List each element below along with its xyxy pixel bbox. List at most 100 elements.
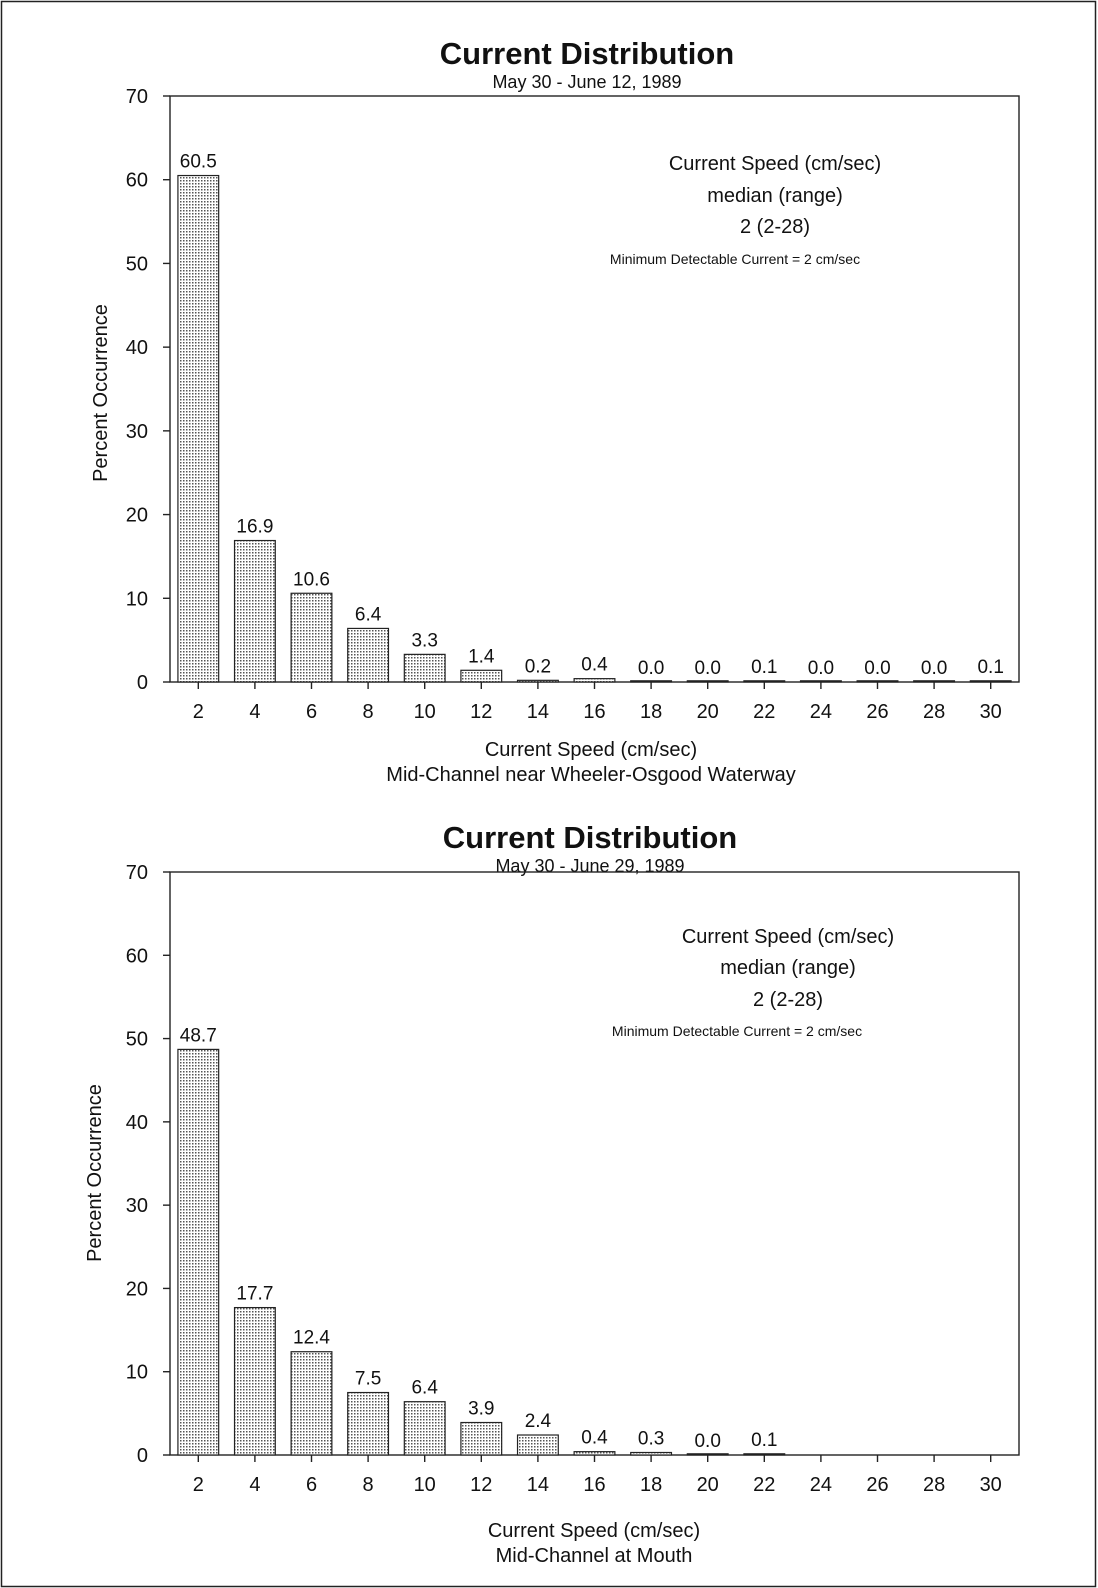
y-tick-label: 60 (126, 945, 148, 967)
x-tick-label: 6 (306, 701, 317, 723)
y-tick-label: 40 (126, 337, 148, 359)
data-label: 16.9 (236, 517, 273, 538)
data-label: 0.1 (751, 1430, 777, 1451)
x-tick-label: 18 (640, 1474, 662, 1496)
chart-top: Current Distribution May 30 - June 12, 1… (90, 36, 1020, 786)
bar (347, 1391, 390, 1456)
x-tick-label: 22 (753, 1474, 775, 1496)
data-label: 2.4 (525, 1411, 552, 1432)
chart-bottom: Current Distribution May 30 - June 29, 1… (84, 820, 1020, 1567)
x-tick-label: 30 (980, 1474, 1002, 1496)
annotation-line-3: 2 (2-28) (740, 216, 810, 238)
y-tick-label: 70 (126, 862, 148, 884)
y-tick-label: 0 (137, 1445, 148, 1467)
y-tick-label: 60 (126, 170, 148, 192)
bar (233, 1306, 276, 1456)
y-tick-label: 50 (126, 1029, 148, 1051)
data-label: 10.6 (293, 569, 330, 590)
bar (403, 1401, 446, 1456)
x-tick-label: 14 (527, 1474, 549, 1496)
y-tick-label: 50 (126, 253, 148, 275)
chart-subtitle: May 30 - June 12, 1989 (492, 72, 681, 92)
data-label: 48.7 (180, 1025, 217, 1046)
x-tick-label: 10 (414, 701, 436, 723)
x-tick-label: 10 (414, 1474, 436, 1496)
data-label: 7.5 (355, 1369, 381, 1390)
bar (403, 653, 446, 683)
y-tick-label: 30 (126, 421, 148, 443)
data-label: 0.3 (638, 1429, 664, 1450)
bar (913, 680, 956, 683)
bar (177, 1048, 220, 1456)
bar (573, 678, 616, 683)
x-tick-label: 20 (697, 701, 719, 723)
bar (573, 1451, 616, 1456)
bar (856, 680, 899, 683)
x-tick-label: 30 (980, 701, 1002, 723)
y-tick-label: 70 (126, 86, 148, 108)
annotation-line-1: Current Speed (cm/sec) (669, 153, 881, 175)
x-tick-label: 16 (583, 1474, 605, 1496)
y-tick-label: 20 (126, 1278, 148, 1300)
x-tick-label: 12 (470, 1474, 492, 1496)
annotation-line-4: Minimum Detectable Current = 2 cm/sec (612, 1023, 862, 1039)
bar (516, 679, 559, 683)
data-label: 0.0 (808, 658, 834, 679)
y-tick-label: 20 (126, 505, 148, 527)
x-tick-label: 12 (470, 701, 492, 723)
x-tick-label: 4 (249, 1474, 260, 1496)
bar (347, 627, 390, 683)
data-label: 0.4 (581, 655, 608, 676)
x-tick-label: 24 (810, 701, 832, 723)
annotation-line-4: Minimum Detectable Current = 2 cm/sec (610, 251, 860, 267)
y-tick-label: 10 (126, 1362, 148, 1384)
bar (460, 1421, 503, 1456)
chart-subtitle: May 30 - June 29, 1989 (495, 856, 684, 876)
y-axis-label: Percent Occurrence (84, 1084, 106, 1262)
data-label: 17.7 (236, 1284, 273, 1305)
bar (630, 1451, 673, 1456)
bar (799, 680, 842, 683)
data-label: 12.4 (293, 1328, 330, 1349)
bar (686, 1453, 729, 1456)
annotation-line-3: 2 (2-28) (753, 989, 823, 1011)
annotation-line-2: median (range) (720, 957, 856, 979)
annotation-box: Current Speed (cm/sec) median (range) 2 … (610, 153, 881, 267)
annotation-line-1: Current Speed (cm/sec) (682, 926, 894, 948)
data-label: 3.3 (411, 630, 437, 651)
bar (516, 1434, 559, 1456)
data-label: 0.2 (525, 656, 551, 677)
bar (177, 174, 220, 683)
chart-title: Current Distribution (443, 820, 738, 855)
data-label: 0.0 (694, 658, 720, 679)
x-tick-label: 16 (583, 701, 605, 723)
bar (743, 1453, 786, 1456)
data-label: 0.1 (977, 657, 1003, 678)
data-label: 0.0 (921, 658, 947, 679)
annotation-box: Current Speed (cm/sec) median (range) 2 … (612, 926, 894, 1039)
x-tick-label: 4 (249, 701, 260, 723)
data-label: 1.4 (468, 646, 495, 667)
bar (233, 539, 276, 683)
y-tick-label: 10 (126, 588, 148, 610)
chart-title: Current Distribution (440, 36, 735, 71)
x-tick-label: 28 (923, 1474, 945, 1496)
data-label: 0.1 (751, 657, 777, 678)
chart-caption: Mid-Channel at Mouth (496, 1545, 693, 1567)
x-tick-label: 18 (640, 701, 662, 723)
y-tick-label: 0 (137, 672, 148, 694)
x-tick-label: 2 (193, 1474, 204, 1496)
x-tick-label: 6 (306, 1474, 317, 1496)
x-axis-label: Current Speed (cm/sec) (485, 739, 697, 761)
bar (290, 592, 333, 683)
data-label: 0.4 (581, 1428, 608, 1449)
x-tick-label: 8 (363, 701, 374, 723)
x-tick-label: 8 (363, 1474, 374, 1496)
x-tick-label: 28 (923, 701, 945, 723)
bar (686, 680, 729, 683)
annotation-line-2: median (range) (707, 185, 843, 207)
